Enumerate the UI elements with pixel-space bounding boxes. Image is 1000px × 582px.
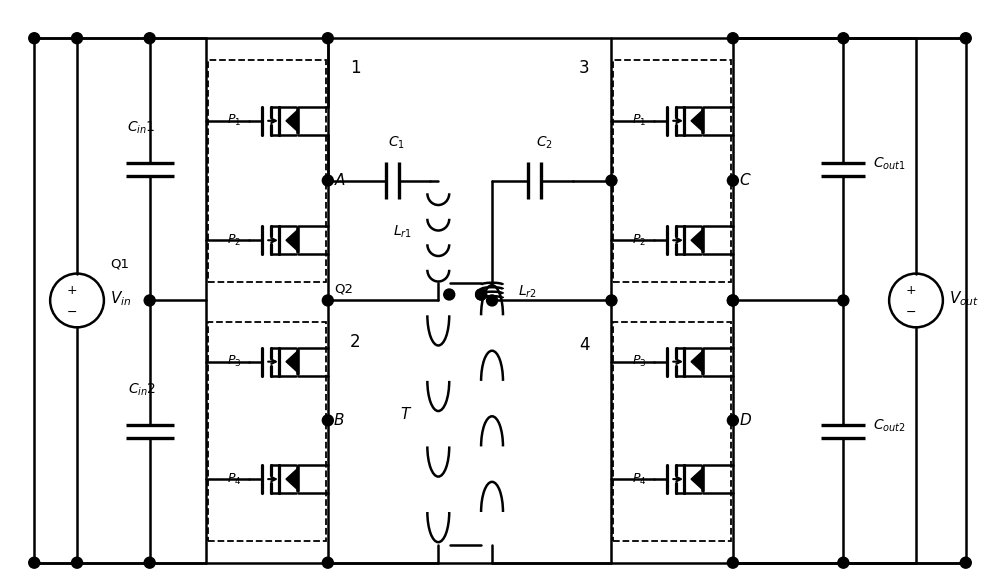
Circle shape <box>487 295 498 306</box>
Text: +: + <box>67 284 77 297</box>
Text: 1: 1 <box>350 59 360 77</box>
Circle shape <box>144 295 155 306</box>
Circle shape <box>322 557 333 568</box>
Circle shape <box>960 33 971 44</box>
Circle shape <box>72 557 83 568</box>
Polygon shape <box>286 351 298 372</box>
Circle shape <box>727 415 738 426</box>
Text: Q2: Q2 <box>334 282 353 295</box>
Text: $V_{out}$: $V_{out}$ <box>949 289 979 308</box>
Bar <box>613 60 731 282</box>
Circle shape <box>960 557 971 568</box>
Polygon shape <box>691 229 703 251</box>
Circle shape <box>444 289 455 300</box>
Text: $P_{2}$: $P_{2}$ <box>227 233 241 248</box>
Bar <box>208 60 326 282</box>
Text: $C_{in}$2: $C_{in}$2 <box>128 382 156 398</box>
Polygon shape <box>691 468 703 490</box>
Circle shape <box>838 295 849 306</box>
Polygon shape <box>286 110 298 132</box>
Circle shape <box>144 33 155 44</box>
Circle shape <box>727 557 738 568</box>
Bar <box>613 322 731 541</box>
Text: 3: 3 <box>579 59 590 77</box>
Text: $P_{4}$: $P_{4}$ <box>227 471 241 487</box>
Text: Q1: Q1 <box>110 257 129 270</box>
Circle shape <box>322 295 333 306</box>
Circle shape <box>727 175 738 186</box>
Polygon shape <box>286 229 298 251</box>
Circle shape <box>606 295 617 306</box>
Polygon shape <box>286 468 298 490</box>
Circle shape <box>606 175 617 186</box>
Polygon shape <box>691 351 703 372</box>
Text: $-$: $-$ <box>66 305 78 318</box>
Text: $T$: $T$ <box>400 406 412 422</box>
Circle shape <box>727 295 738 306</box>
Text: 4: 4 <box>579 336 590 354</box>
Circle shape <box>476 289 487 300</box>
Text: $-$: $-$ <box>905 305 917 318</box>
Text: $C_{out1}$: $C_{out1}$ <box>873 155 906 172</box>
Circle shape <box>29 33 40 44</box>
Text: $L_{r2}$: $L_{r2}$ <box>518 283 537 300</box>
Text: $L_{r1}$: $L_{r1}$ <box>393 223 412 240</box>
Text: $P_{3}$: $P_{3}$ <box>227 354 241 369</box>
Polygon shape <box>691 110 703 132</box>
Circle shape <box>838 33 849 44</box>
Text: 2: 2 <box>350 333 360 352</box>
Circle shape <box>144 557 155 568</box>
Text: $C_1$: $C_1$ <box>388 134 405 151</box>
Text: $V_{in}$: $V_{in}$ <box>110 289 131 308</box>
Text: $C_{out2}$: $C_{out2}$ <box>873 417 906 434</box>
Text: C: C <box>740 173 750 188</box>
Circle shape <box>727 295 738 306</box>
Circle shape <box>322 33 333 44</box>
Text: $P_{1}$: $P_{1}$ <box>632 113 646 129</box>
Text: $P_{2}$: $P_{2}$ <box>632 233 646 248</box>
Text: $C_2$: $C_2$ <box>536 134 553 151</box>
Circle shape <box>476 289 487 300</box>
Circle shape <box>322 175 333 186</box>
Circle shape <box>72 33 83 44</box>
Text: A: A <box>335 173 345 188</box>
Circle shape <box>727 33 738 44</box>
Text: $P_{3}$: $P_{3}$ <box>632 354 646 369</box>
Text: $P_{4}$: $P_{4}$ <box>632 471 646 487</box>
Bar <box>208 322 326 541</box>
Text: B: B <box>334 413 344 428</box>
Circle shape <box>29 557 40 568</box>
Text: $P_{1}$: $P_{1}$ <box>227 113 241 129</box>
Text: $C_{in}$1: $C_{in}$1 <box>127 119 156 136</box>
Text: +: + <box>906 284 916 297</box>
Text: D: D <box>740 413 752 428</box>
Circle shape <box>322 415 333 426</box>
Circle shape <box>838 557 849 568</box>
